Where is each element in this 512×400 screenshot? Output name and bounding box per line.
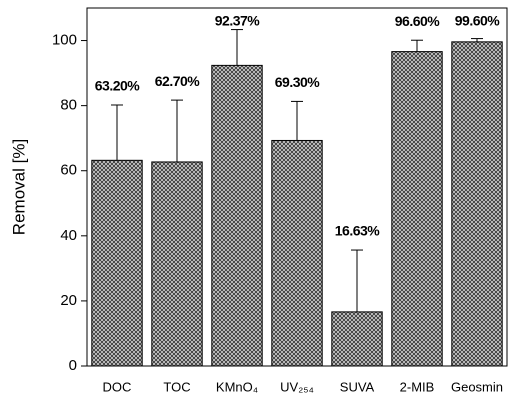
y-axis-label: Removal [%] [9, 139, 28, 235]
x-tick-label: Geosmin [451, 379, 503, 394]
y-tick-label: 20 [60, 292, 77, 309]
value-label: 96.60% [395, 13, 441, 29]
y-tick-label: 40 [60, 227, 77, 244]
y-tick-label: 60 [60, 162, 77, 179]
bar [271, 139, 323, 367]
y-tick-label: 80 [60, 97, 77, 114]
error-bar [231, 29, 243, 66]
error-bar [111, 104, 123, 161]
bar [391, 51, 443, 367]
bar [331, 311, 383, 367]
x-tick-label: UV₂₅₄ [280, 379, 314, 394]
bar [151, 161, 203, 367]
value-label: 63.20% [95, 78, 141, 94]
x-tick-label: DOC [103, 379, 132, 394]
value-label: 99.60% [455, 13, 501, 29]
bar [91, 159, 143, 367]
error-bar [291, 100, 303, 141]
error-bar [411, 39, 423, 52]
x-tick-label: SUVA [340, 379, 375, 394]
y-tick-label: 0 [69, 357, 77, 374]
y-tick-label: 100 [52, 32, 77, 49]
x-tick-label: 2-MIB [400, 379, 435, 394]
x-tick-label: KMnO₄ [216, 379, 258, 394]
x-tick-label: TOC [163, 379, 190, 394]
error-bar [351, 249, 363, 312]
bar [211, 64, 263, 367]
value-label: 92.37% [215, 13, 261, 29]
error-bar [171, 99, 183, 162]
value-label: 16.63% [335, 223, 381, 239]
bar [451, 41, 503, 367]
value-label: 62.70% [155, 73, 201, 89]
error-bar [471, 38, 483, 42]
value-label: 69.30% [275, 74, 321, 90]
